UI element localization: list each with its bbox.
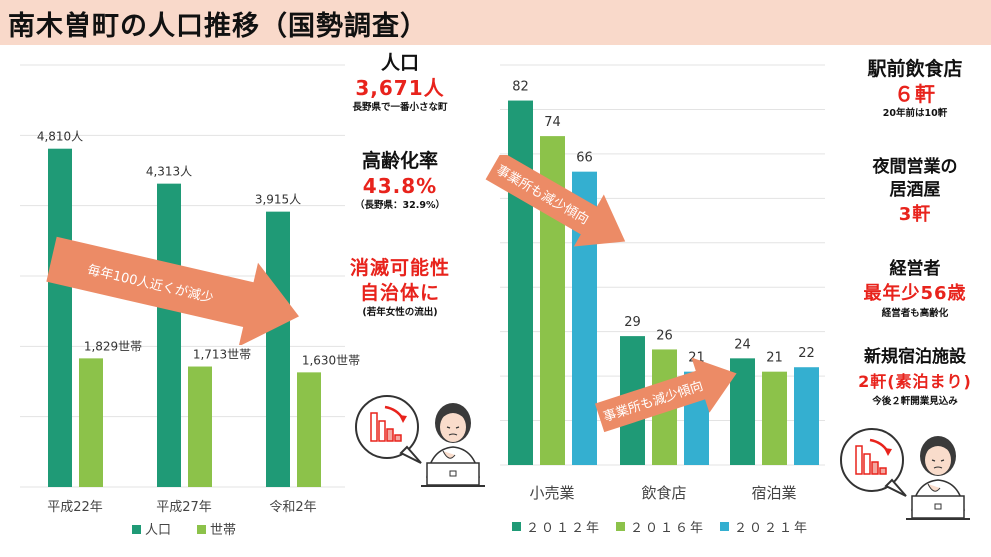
owner-label: 経営者 xyxy=(889,259,941,279)
x-tick-label: 宿泊業 xyxy=(751,484,796,502)
aging-stat: 高齢化率 43.8% （長野県：32.9%） xyxy=(330,150,470,213)
aging-stat-value: 43.8% xyxy=(362,174,438,198)
business-decline-arrow-top: 事業所も減少傾向 xyxy=(485,155,626,247)
page-title: 南木曽町の人口推移（国勢調査） xyxy=(8,11,428,42)
legend-swatch xyxy=(197,525,206,534)
x-tick-label: 平成27年 xyxy=(156,500,212,515)
x-tick-label: 令和2年 xyxy=(269,500,316,515)
owner-age-stat: 経営者 最年少56歳 経営者も高齢化 xyxy=(840,258,990,321)
laptop-icon xyxy=(421,462,485,487)
data-label: 82 xyxy=(512,80,529,95)
x-tick-label: 平成22年 xyxy=(47,500,103,515)
data-label: 24 xyxy=(734,337,751,352)
population-stat-label: 人口 xyxy=(380,52,419,74)
bar xyxy=(188,366,212,487)
worried-person-illustration-2 xyxy=(840,428,970,520)
owner-note: 経営者も高齢化 xyxy=(881,308,949,319)
data-label: 3,915人 xyxy=(255,193,301,207)
vanishing-line2: 自治体に xyxy=(359,282,440,304)
vanishing-note: (若年女性の流出) xyxy=(362,307,438,318)
population-decline-arrow: 毎年100人近くが減少 xyxy=(46,236,300,345)
speech-bubble-chart-icon xyxy=(355,395,422,464)
bar xyxy=(297,372,321,487)
legend-swatch xyxy=(720,522,729,531)
night-line2: 居酒屋 xyxy=(889,180,941,200)
data-label: 29 xyxy=(624,315,641,330)
station-restaurants-stat: 駅前飲食店 ６軒 20年前は10軒 xyxy=(840,58,990,121)
bar xyxy=(794,367,819,465)
data-label: 1,630世帯 xyxy=(302,353,360,367)
x-tick-label: 飲食店 xyxy=(641,484,686,502)
lodging-label: 新規宿泊施設 xyxy=(864,347,966,367)
worried-person-illustration xyxy=(355,395,485,487)
legend-label: ２０１６年 xyxy=(630,521,705,536)
data-label: 1,829世帯 xyxy=(84,339,142,353)
laptop-icon xyxy=(906,495,970,520)
business-decline-arrow-bottom: 事業所も減少傾向 xyxy=(594,357,737,433)
owner-value: 最年少56歳 xyxy=(863,283,967,304)
legend-label: 世帯 xyxy=(210,523,236,538)
legend-label: 人口 xyxy=(145,523,171,538)
legend-label: ２０２１年 xyxy=(734,521,809,536)
bar xyxy=(266,211,290,487)
lodging-note: 今後２軒開業見込み xyxy=(872,396,958,407)
aging-stat-note: （長野県：32.9%） xyxy=(355,200,445,211)
data-label: 1,713世帯 xyxy=(193,348,251,362)
data-label: 4,810人 xyxy=(37,130,83,144)
data-label: 66 xyxy=(576,151,593,166)
vanishing-stat: 消滅可能性 自治体に (若年女性の流出) xyxy=(322,256,478,320)
data-label: 4,313人 xyxy=(146,165,192,179)
bar xyxy=(762,371,787,465)
business-arrow-top-label: 事業所も減少傾向 xyxy=(493,162,591,228)
x-tick-label: 小売業 xyxy=(529,484,574,502)
data-label: 74 xyxy=(544,115,561,130)
night-value: 3軒 xyxy=(898,204,932,225)
legend-swatch xyxy=(512,522,521,531)
night-line1: 夜間営業の xyxy=(872,157,958,177)
legend-swatch xyxy=(132,525,141,534)
station-label: 駅前飲食店 xyxy=(867,58,963,80)
population-stat-note: 長野県で一番小さな町 xyxy=(352,102,448,113)
station-value: ６軒 xyxy=(894,82,936,106)
speech-bubble-chart-icon xyxy=(840,428,907,497)
bar xyxy=(48,148,72,487)
bar xyxy=(157,183,181,487)
data-label: 22 xyxy=(798,346,815,361)
title-bar: 南木曽町の人口推移（国勢調査） xyxy=(0,0,991,45)
legend-label: ２０１２年 xyxy=(526,521,601,536)
population-stat: 人口 3,671人 長野県で一番小さな町 xyxy=(330,52,470,115)
bar xyxy=(79,358,103,487)
data-label: 26 xyxy=(656,328,673,343)
new-lodging-stat: 新規宿泊施設 2軒(素泊まり) 今後２軒開業見込み xyxy=(840,346,990,409)
population-stat-value: 3,671人 xyxy=(355,76,445,100)
aging-stat-label: 高齢化率 xyxy=(361,150,438,172)
lodging-value: 2軒(素泊まり) xyxy=(858,372,972,391)
data-label: 21 xyxy=(766,351,783,366)
legend-swatch xyxy=(616,522,625,531)
night-bar-stat: 夜間営業の 居酒屋 3軒 xyxy=(840,156,990,228)
vanishing-line1: 消滅可能性 xyxy=(349,257,450,279)
station-note: 20年前は10軒 xyxy=(882,108,948,119)
